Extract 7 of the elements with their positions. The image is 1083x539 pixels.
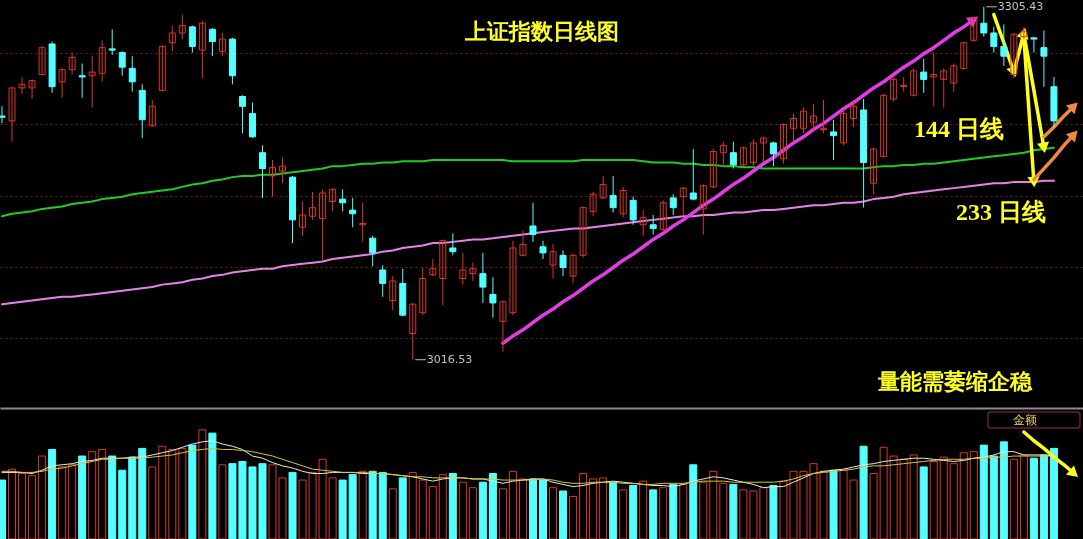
annotation: 3305.43 [997,0,1044,13]
annotation: 量能需萎缩企稳 [877,369,1033,394]
series-label: 233 日线 [955,198,1046,225]
text: 上证指数日线图 [463,19,619,44]
chart-title: 金额 [1013,413,1037,427]
series-label: 144 日线 [913,115,1004,142]
annotation: 3016.53 [426,352,473,366]
